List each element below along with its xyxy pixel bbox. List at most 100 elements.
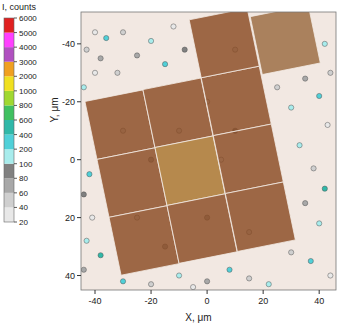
colorbar-band bbox=[4, 193, 14, 208]
y-tick bbox=[77, 101, 81, 102]
colorbar-tick bbox=[14, 134, 17, 135]
y-tick-label: 20 bbox=[65, 213, 75, 223]
colorbar-tick-label: 100 bbox=[19, 160, 33, 169]
map-tile bbox=[201, 66, 271, 136]
particle bbox=[275, 85, 280, 90]
colorbar-tick-label: 1000 bbox=[19, 87, 37, 96]
y-tick bbox=[77, 275, 81, 276]
particle bbox=[322, 186, 327, 191]
colorbar-band bbox=[4, 120, 14, 135]
particle bbox=[182, 47, 187, 52]
colorbar-tick-label: 60 bbox=[19, 189, 28, 198]
colorbar-band bbox=[4, 47, 14, 62]
colorbar-band bbox=[4, 178, 14, 193]
map-tile bbox=[155, 136, 225, 206]
x-tick-label: -40 bbox=[89, 296, 102, 306]
colorbar-band bbox=[4, 18, 14, 33]
x-axis-label: X, μm bbox=[185, 312, 211, 323]
particle bbox=[303, 76, 308, 81]
map-tile bbox=[225, 182, 295, 252]
y-tick bbox=[77, 217, 81, 218]
colorbar-tick bbox=[14, 120, 17, 121]
particle bbox=[148, 282, 153, 287]
map-tile bbox=[250, 12, 320, 75]
colorbar-band bbox=[4, 207, 14, 222]
y-tick bbox=[77, 159, 81, 160]
x-tick-label: 20 bbox=[258, 296, 268, 306]
x-tick bbox=[263, 290, 264, 294]
colorbar-tick-label: 400 bbox=[19, 131, 33, 140]
colorbar-tick-label: 800 bbox=[19, 101, 33, 110]
particle bbox=[190, 285, 195, 290]
y-tick bbox=[77, 43, 81, 44]
particle bbox=[98, 253, 103, 258]
particle bbox=[120, 279, 125, 284]
particle bbox=[134, 53, 139, 58]
colorbar-frame bbox=[4, 18, 14, 222]
particle bbox=[289, 250, 294, 255]
map-tile bbox=[97, 148, 167, 218]
particle bbox=[303, 201, 308, 206]
particle bbox=[87, 172, 92, 177]
particle bbox=[81, 192, 86, 197]
page: {"chart_data": { "type": "scatter", "xla… bbox=[0, 0, 340, 326]
particle bbox=[311, 166, 316, 171]
particle bbox=[92, 70, 97, 75]
colorbar-tick-label: 40 bbox=[19, 203, 28, 212]
particle bbox=[317, 221, 322, 226]
colorbar-tick-label: 4000 bbox=[19, 43, 37, 52]
particle bbox=[81, 267, 86, 272]
colorbar-band bbox=[4, 164, 14, 179]
particle bbox=[227, 267, 232, 272]
x-tick-label: -20 bbox=[145, 296, 158, 306]
map-tile bbox=[85, 90, 155, 160]
particle bbox=[92, 30, 97, 35]
particle bbox=[317, 93, 322, 98]
particle bbox=[176, 273, 181, 278]
colorbar-band bbox=[4, 149, 14, 164]
colorbar-tick bbox=[14, 76, 17, 77]
particle bbox=[98, 56, 103, 61]
particle bbox=[328, 273, 333, 278]
colorbar-tick-label: 20 bbox=[19, 218, 28, 227]
particle bbox=[171, 24, 176, 29]
x-tick-label: 0 bbox=[205, 296, 210, 306]
particle bbox=[328, 70, 333, 75]
colorbar-tick-label: 200 bbox=[19, 145, 33, 154]
y-axis-label: Y, μm bbox=[49, 97, 60, 122]
y-tick-label: -20 bbox=[62, 97, 75, 107]
colorbar-tick-label: 600 bbox=[19, 116, 33, 125]
colorbar-tick bbox=[14, 192, 17, 193]
colorbar-band bbox=[4, 76, 14, 91]
colorbar-band bbox=[4, 135, 14, 150]
colorbar-tick-label: 6000 bbox=[19, 14, 37, 23]
map-tile bbox=[167, 194, 237, 264]
particle bbox=[297, 143, 302, 148]
particle bbox=[322, 41, 327, 46]
y-tick-label: 0 bbox=[70, 155, 75, 165]
colorbar-tick bbox=[14, 105, 17, 106]
colorbar-band bbox=[4, 33, 14, 48]
particle bbox=[84, 238, 89, 243]
y-tick-label: 40 bbox=[65, 271, 75, 281]
particle bbox=[120, 30, 125, 35]
colorbar-tick-label: 80 bbox=[19, 174, 28, 183]
map-tile bbox=[189, 12, 259, 78]
colorbar-tick bbox=[14, 90, 17, 91]
particle bbox=[308, 258, 313, 263]
colorbar-tick bbox=[14, 61, 17, 62]
colorbar-tick bbox=[14, 163, 17, 164]
colorbar-band bbox=[4, 91, 14, 106]
data-layer bbox=[81, 12, 333, 290]
colorbar-tick bbox=[14, 149, 17, 150]
colorbar-tick-label: 3000 bbox=[19, 58, 37, 67]
particle bbox=[81, 85, 86, 90]
x-tick bbox=[95, 290, 96, 294]
particle bbox=[104, 35, 109, 40]
particle bbox=[115, 70, 120, 75]
colorbar-tick-label: 5000 bbox=[19, 29, 37, 38]
colorbar-tick bbox=[14, 18, 17, 19]
x-tick bbox=[151, 290, 152, 294]
particle bbox=[148, 38, 153, 43]
colorbar-label: I, counts bbox=[2, 2, 37, 12]
